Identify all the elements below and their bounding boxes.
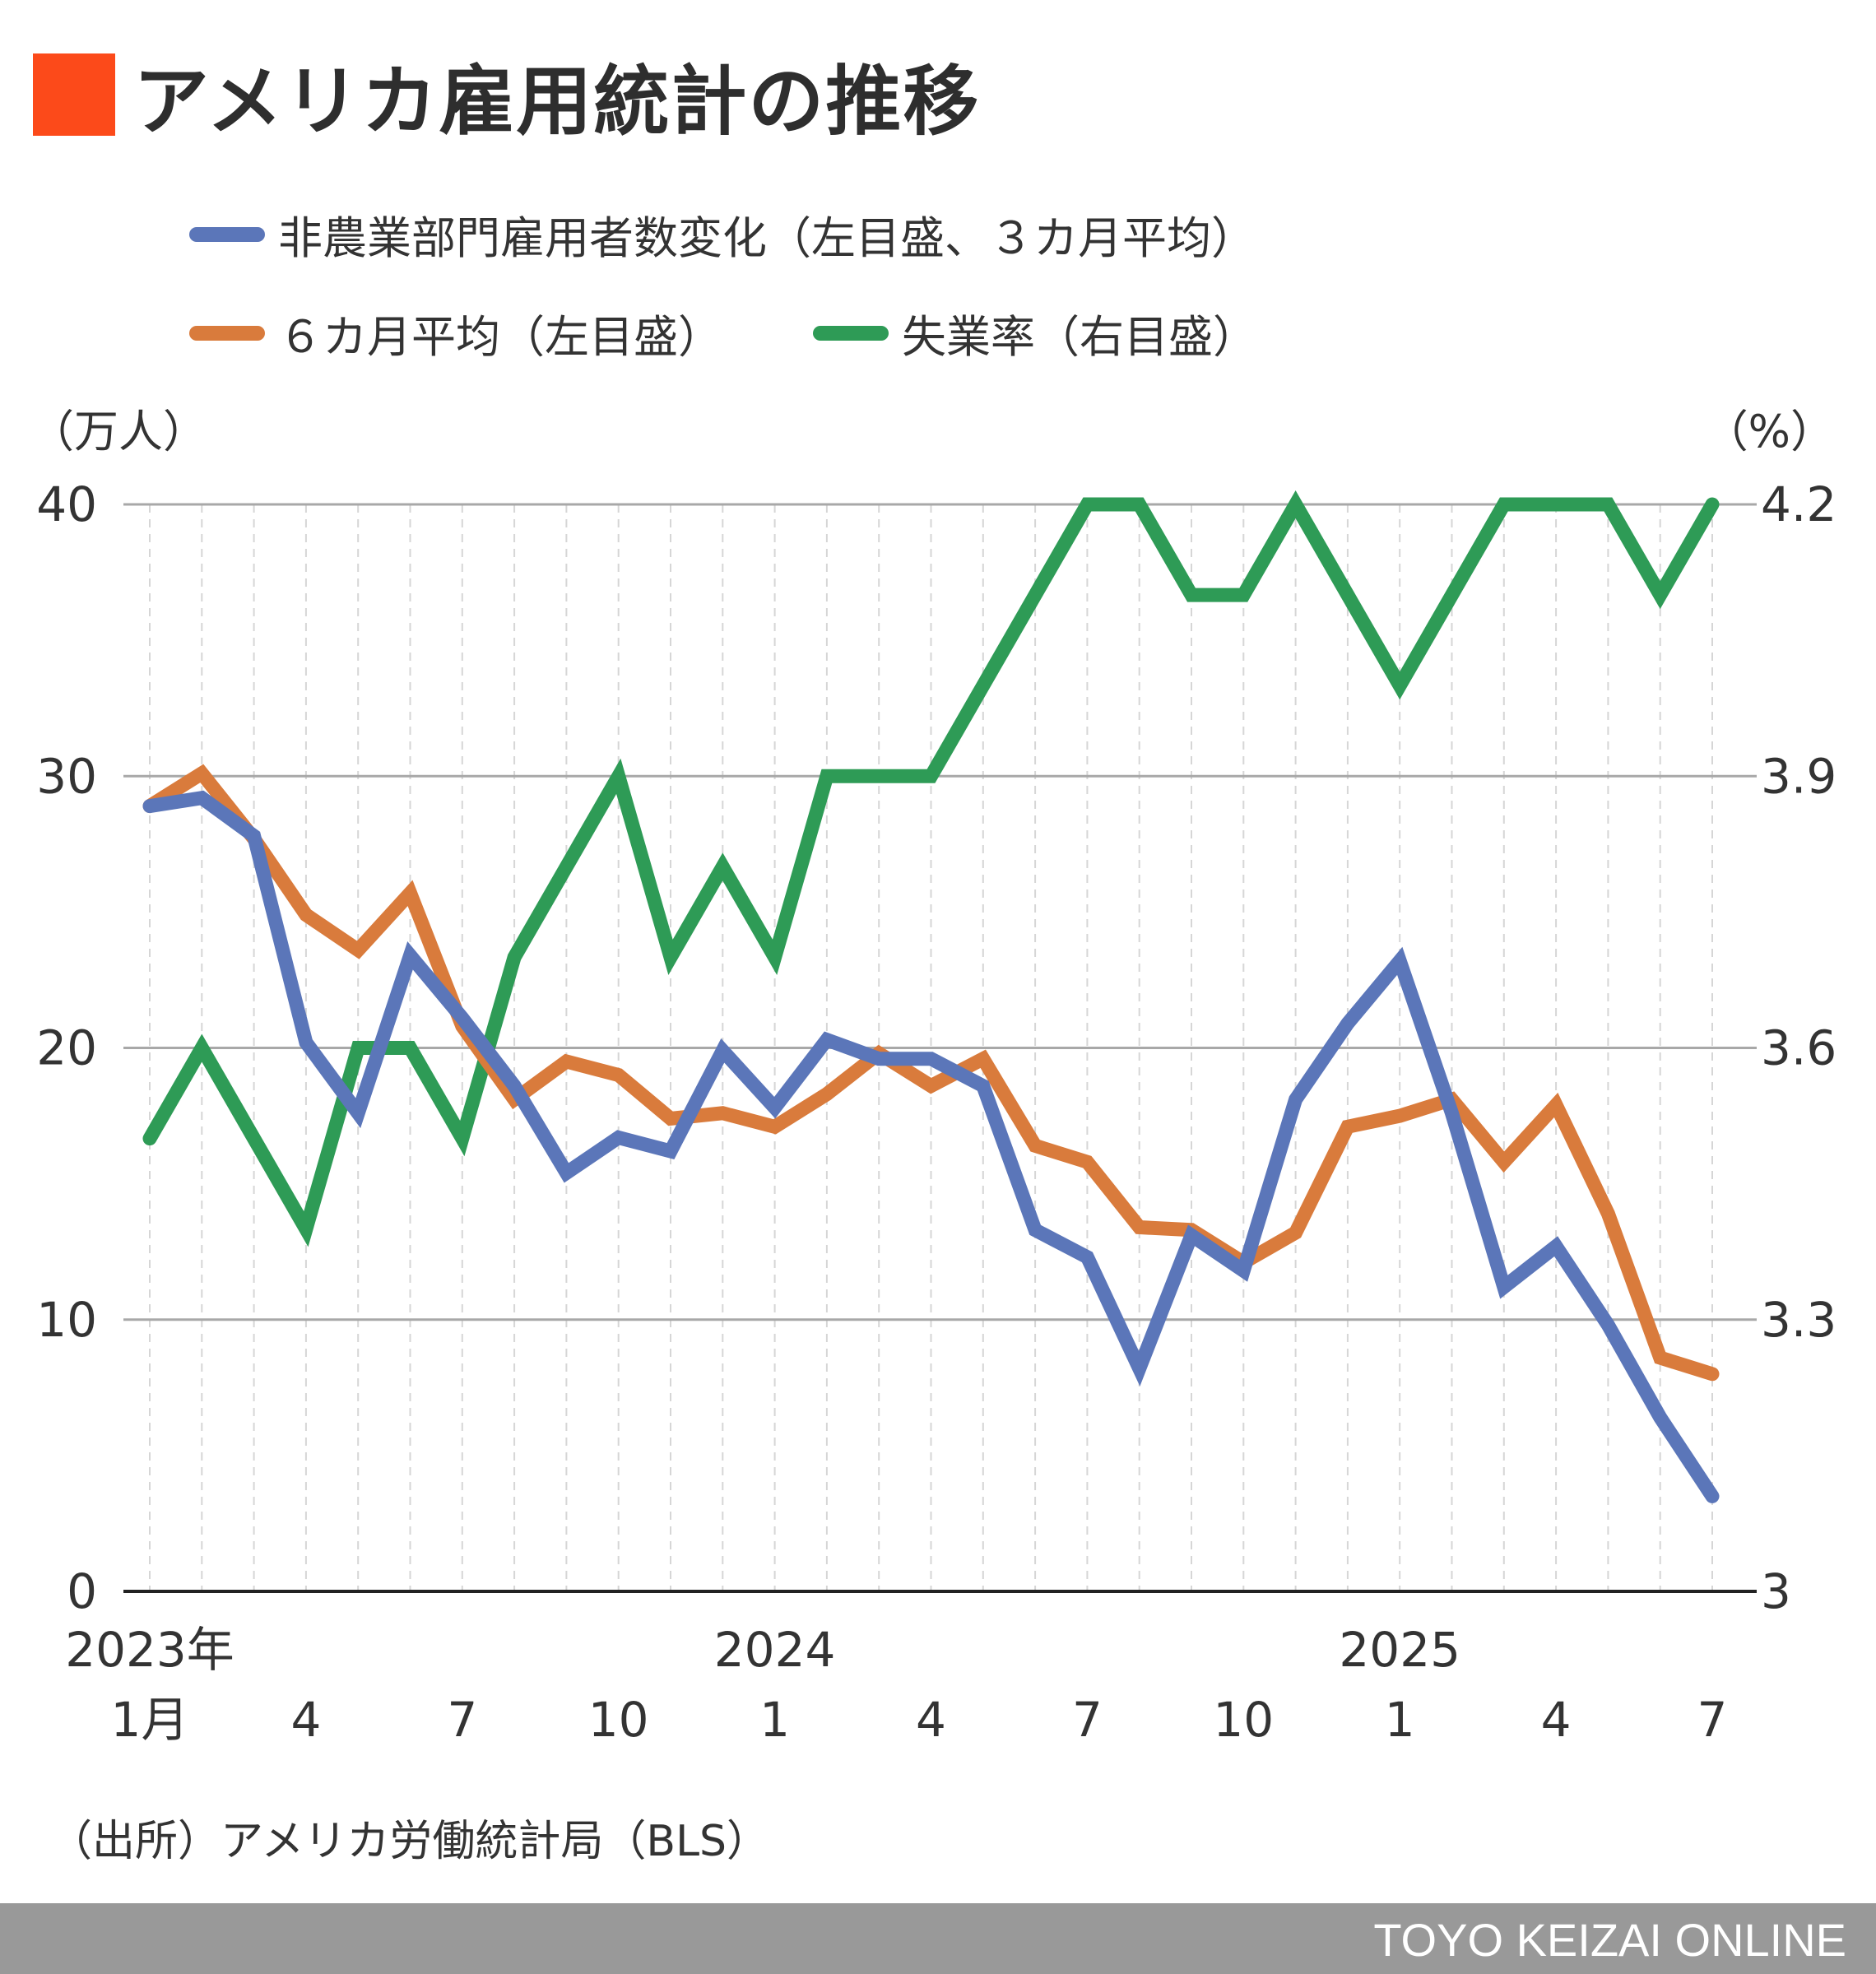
x-axis-month-label: 4: [290, 1692, 321, 1748]
x-axis-year-label: 2025: [1339, 1622, 1460, 1678]
legend-line-swatch-icon: [189, 325, 265, 341]
x-axis-month-label: 7: [1697, 1692, 1728, 1748]
legend-row-1: 非農業部門雇用者数変化（左目盛、３カ月平均）: [189, 202, 1346, 267]
chart-title: アメリカ雇用統計の推移: [33, 49, 980, 146]
legend-label-avg6: ６カ月平均（左目盛）: [278, 311, 722, 363]
footer-bar: TOYO KEIZAI ONLINE: [0, 1903, 1876, 1974]
chart-title-text: アメリカ雇用統計の推移: [133, 57, 981, 146]
right-axis-tick-label: 3.6: [1761, 1020, 1837, 1076]
left-axis-tick-label: 10: [36, 1292, 97, 1348]
x-axis-year-label: 2024: [714, 1622, 836, 1678]
right-axis-tick-label: 3.9: [1761, 748, 1837, 804]
right-axis-unit: （%）: [1703, 406, 1835, 458]
x-axis-month-label: 7: [1072, 1692, 1103, 1748]
x-axis-month-label: 1: [759, 1692, 790, 1748]
right-axis-tick-label: 3: [1761, 1563, 1791, 1619]
right-axis-tick-label: 4.2: [1761, 476, 1837, 532]
x-axis-month-label: 1月: [111, 1692, 189, 1748]
left-axis-tick-label: 20: [36, 1020, 97, 1076]
brand-label: TOYO KEIZAI ONLINE: [1373, 1914, 1846, 1966]
x-axis-month-label: 4: [1541, 1692, 1572, 1748]
title-square-icon: [33, 53, 115, 136]
horizontal-gridlines: [123, 503, 1757, 1593]
left-axis-tick-label: 40: [36, 476, 97, 532]
legend-item-payrolls: 非農業部門雇用者数変化（左目盛、３カ月平均）: [189, 202, 1256, 267]
legend-row-2: ６カ月平均（左目盛） 失業率（右目盛）: [189, 300, 1348, 365]
right-axis-tick-label: 3.3: [1761, 1292, 1837, 1348]
series-line-2: [142, 490, 1720, 1247]
left-axis-unit: （万人）: [30, 406, 207, 458]
series-lines: [142, 490, 1720, 1503]
source-note: （出所）アメリカ労働統計局（BLS）: [49, 1817, 770, 1866]
x-axis-month-label: 4: [916, 1692, 946, 1748]
legend-line-swatch-icon: [813, 325, 889, 341]
x-axis-year-label: 2023年: [65, 1622, 234, 1678]
legend-item-avg6: ６カ月平均（左目盛）: [189, 300, 722, 365]
x-axis-month-label: 7: [447, 1692, 477, 1748]
series-line-0: [142, 790, 1720, 1503]
axis-tick-labels: 0 3 10 3.3 20 3.6 30 3.9 40 4.2 2023年 1月 4 7 10 2024 1 4 7…: [36, 476, 1837, 1748]
x-axis-month-label: 10: [588, 1692, 649, 1748]
legend-label-unemployment: 失業率（右目盛）: [902, 311, 1257, 363]
legend-item-unemployment: 失業率（右目盛）: [813, 300, 1257, 365]
left-axis-tick-label: 0: [67, 1563, 97, 1619]
legend-line-swatch-icon: [189, 226, 265, 242]
x-axis-month-label: 1: [1385, 1692, 1415, 1748]
legend-label-payrolls: 非農業部門雇用者数変化（左目盛、３カ月平均）: [278, 212, 1256, 264]
line-chart: 0 3 10 3.3 20 3.6 30 3.9 40 4.2 2023年 1月 4 7 10 2024 1 4 7…: [36, 476, 1837, 1748]
x-axis-month-label: 10: [1213, 1692, 1274, 1748]
left-axis-tick-label: 30: [36, 748, 97, 804]
vertical-gridlines: [149, 504, 1713, 1591]
